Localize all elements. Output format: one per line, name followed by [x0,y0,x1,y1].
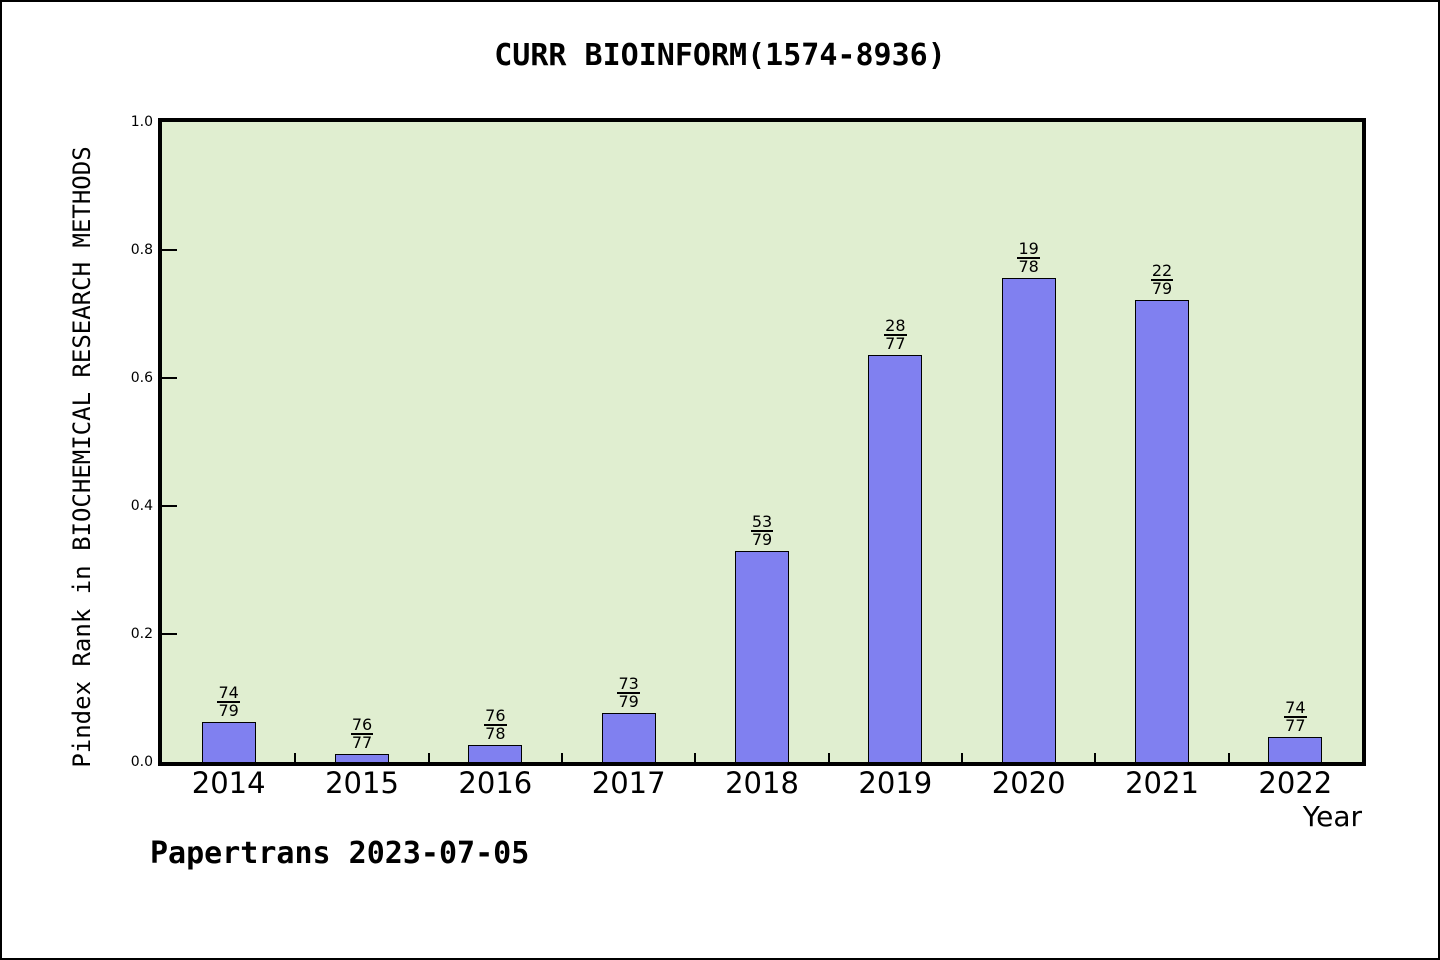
bar-2019 [868,355,923,762]
bar-label-rank: 73 [617,674,640,694]
x-axis-title: Year [1302,800,1362,833]
y-tick-label-0.8: 0.8 [130,242,153,258]
bar-label-rank: 22 [1150,261,1174,281]
y-tick-mark-0.8 [162,249,177,251]
bar-label-2018: 53 79 [732,514,792,548]
x-tick-mark-2 [427,753,430,762]
bar-label-rank: 28 [884,316,907,336]
x-tick-label-2018: 2018 [725,766,799,800]
bar-2020 [1001,278,1056,762]
watermark-note: Papertrans 2023-07-05 [150,836,530,871]
bar-label-2022: 74 77 [1265,700,1325,734]
bar-label-total: 79 [218,701,239,720]
bar-label-rank: 74 [1284,698,1307,718]
bar-2022 [1268,737,1323,762]
x-tick-label-2022: 2022 [1258,766,1333,800]
bar-label-total: 79 [1151,279,1173,298]
bar-label-2019: 28 77 [865,318,925,352]
bar-label-rank: 76 [484,706,507,726]
x-tick-mark-6 [961,753,963,762]
y-tick-label-0.0: 0.0 [130,754,153,770]
x-tick-mark-1 [294,753,297,762]
x-tick-label-2019: 2019 [858,766,933,800]
y-tick-mark-0.6 [162,377,177,379]
bar-2014 [201,722,256,762]
bar-label-2014: 74 79 [199,685,259,719]
x-tick-label-2015: 2015 [325,766,399,800]
bar-label-rank: 76 [350,715,374,735]
x-tick-mark-7 [1094,753,1097,762]
bar-2016 [468,745,523,762]
y-tick-label-0.2: 0.2 [130,626,153,642]
bar-label-total: 79 [618,692,639,711]
plot-area: 74 79 76 77 76 78 73 79 53 79 28 77 19 78 22 79 74 77 [162,122,1362,762]
y-axis-title: Pindex Rank in BIOCHEMICAL RESEARCH METH… [68,146,96,768]
x-tick-label-2016: 2016 [458,766,533,800]
x-tick-mark-8 [1227,753,1230,762]
bar-label-total: 79 [751,530,773,549]
x-tick-label-2017: 2017 [591,766,666,800]
bar-label-2020: 19 78 [999,241,1059,275]
y-tick-mark-0.2 [162,633,177,635]
x-tick-label-2020: 2020 [991,766,1066,800]
y-tick-label-1.0: 1.0 [130,114,153,130]
x-tick-mark-5 [827,753,830,762]
bar-label-2017: 73 79 [599,676,659,710]
bar-label-total: 77 [885,334,906,353]
bar-label-total: 78 [485,724,506,743]
bar-2017 [601,713,656,762]
y-tick-mark-0.4 [162,505,177,507]
chart-title: CURR BIOINFORM(1574-8936) [494,38,946,73]
y-tick-label-0.6: 0.6 [130,370,153,386]
x-tick-mark-3 [561,753,563,762]
bar-label-rank: 53 [750,512,774,532]
bar-label-total: 77 [351,733,373,752]
x-tick-label-2021: 2021 [1125,766,1199,800]
bar-2021 [1135,300,1189,762]
bar-label-rank: 74 [217,683,240,703]
bar-label-2016: 76 78 [465,708,525,742]
y-tick-label-0.4: 0.4 [130,498,153,514]
bar-label-2015: 76 77 [332,717,392,751]
bar-2018 [735,551,789,762]
bar-label-total: 78 [1018,257,1039,276]
bar-label-rank: 19 [1017,239,1040,259]
x-tick-mark-4 [694,753,697,762]
x-tick-label-2014: 2014 [191,766,266,800]
bar-label-total: 77 [1285,716,1306,735]
bar-label-2021: 22 79 [1132,263,1192,297]
bar-2015 [335,754,389,762]
